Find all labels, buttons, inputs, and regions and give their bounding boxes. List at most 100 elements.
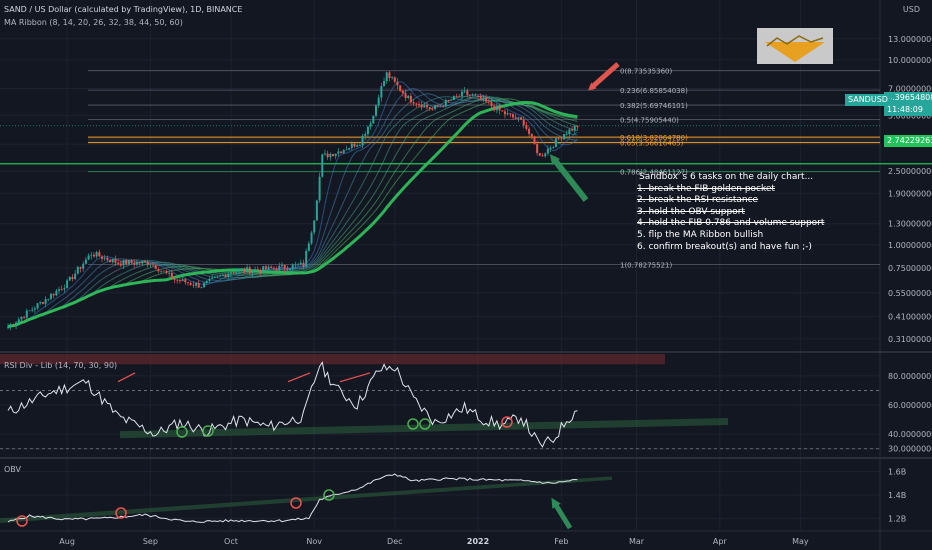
candle-body — [568, 129, 571, 134]
candle-body — [15, 322, 18, 326]
current-price: 4.39654808 — [887, 93, 932, 102]
candle-body — [313, 220, 316, 233]
indicator-legend[interactable]: MA Ribbon (8, 14, 20, 26, 32, 38, 44, 50… — [4, 18, 183, 27]
logo-graphic — [765, 35, 825, 62]
candle-body — [356, 145, 359, 147]
candle-body — [315, 200, 318, 221]
candle-body — [396, 81, 399, 86]
candle-body — [74, 273, 77, 280]
candle-body — [235, 271, 238, 273]
candle-body — [463, 90, 466, 92]
candle-body — [160, 270, 163, 272]
candle-body — [68, 276, 71, 281]
candle-body — [176, 279, 179, 281]
resistance-arrow — [588, 62, 620, 91]
golden-pocket-zone — [88, 137, 880, 143]
fib-label-5: 0.65(3.56616465) — [620, 140, 684, 148]
rsi-axis-tick: 80.00000000 — [888, 372, 932, 381]
candle-body — [332, 154, 335, 157]
candle-body — [141, 261, 144, 264]
candle-body — [262, 266, 265, 273]
candle-body — [517, 117, 520, 119]
candle-body — [289, 268, 292, 270]
candle-body — [364, 134, 367, 136]
candle-body — [90, 254, 93, 256]
candle-body — [278, 265, 281, 271]
candle-body — [576, 125, 579, 128]
candle-body — [450, 99, 453, 101]
candle-body — [528, 128, 531, 134]
candle-body — [82, 263, 85, 269]
obv-bear-marker — [115, 507, 127, 519]
candle-body — [280, 264, 283, 266]
candle-body — [211, 277, 214, 279]
candle-body — [538, 153, 541, 156]
candle-body — [184, 279, 187, 283]
candle-body — [92, 254, 95, 257]
candle-body — [286, 268, 289, 270]
obv-bear-marker — [16, 515, 28, 527]
rsi-bull-divergence-marker — [407, 418, 419, 430]
candle-body — [426, 105, 429, 108]
candle-body — [44, 299, 47, 304]
obv-pane: 1.6B 1.4B 1.2B — [0, 468, 906, 527]
candle-body — [229, 272, 232, 274]
candle-body — [334, 153, 337, 157]
candle-body — [525, 125, 528, 129]
candle-body — [469, 94, 472, 96]
candle-body — [520, 117, 523, 120]
candle-body — [383, 81, 386, 86]
candle-body — [345, 149, 348, 151]
candle-body — [138, 262, 141, 264]
price-axis-tick: 1.00000000 — [888, 241, 932, 250]
candle-body — [377, 97, 380, 106]
candle-body — [95, 252, 98, 257]
rsi-legend[interactable]: RSI Div - Lib (14, 70, 30, 90) — [4, 361, 118, 370]
candle-body — [256, 269, 259, 271]
obv-axis-tick: 1.6B — [888, 468, 906, 477]
fib-retracement: 0(8.73535360) 0.236(6.85854038) 0.382(5.69… — [0, 68, 932, 269]
axes: 13.00000000 10.00000000 7.00000000 5.000000… — [59, 35, 932, 546]
rsi-axis-tick: 30.00000000 — [888, 445, 932, 454]
time-axis-tick: Feb — [554, 537, 568, 546]
candle-body — [192, 284, 195, 286]
candle-body — [203, 282, 206, 288]
candle-body — [423, 105, 426, 108]
candle-body — [87, 255, 90, 260]
annotations — [549, 62, 620, 530]
candle-body — [482, 97, 485, 100]
time-axis-tick: Nov — [306, 537, 322, 546]
price-axis-tick: 0.41000000 — [888, 312, 932, 321]
candle-body — [195, 283, 198, 286]
candle-body — [79, 267, 82, 269]
fib-label-7: 1(0.78275521) — [620, 261, 672, 269]
candle-body — [501, 110, 504, 112]
candle-body — [36, 303, 39, 309]
support-arrow — [549, 154, 589, 202]
candle-body — [272, 268, 275, 269]
candle-body — [372, 115, 375, 124]
candle-body — [391, 77, 394, 79]
candle-body — [337, 151, 340, 154]
candle-body — [264, 266, 267, 270]
time-axis-tick: Aug — [59, 537, 75, 546]
candle-body — [63, 288, 66, 290]
candle-body — [533, 136, 536, 145]
obv-legend[interactable]: OBV — [4, 465, 22, 474]
price-axis-tick: 10.00000000 — [888, 56, 932, 65]
candle-body — [340, 151, 343, 154]
candle-body — [350, 143, 353, 148]
candle-body — [197, 283, 200, 288]
candle-body — [181, 279, 184, 282]
rsi-overbought-segment — [117, 372, 136, 383]
candle-body — [442, 105, 445, 107]
candle-body — [348, 147, 351, 150]
candle-body — [254, 269, 257, 271]
candle-body — [133, 262, 136, 265]
fib-label-1: 0.236(6.85854038) — [620, 87, 688, 95]
candle-body — [291, 264, 294, 269]
candle-body — [552, 147, 555, 148]
candle-body — [299, 262, 302, 265]
candle-body — [549, 147, 552, 149]
